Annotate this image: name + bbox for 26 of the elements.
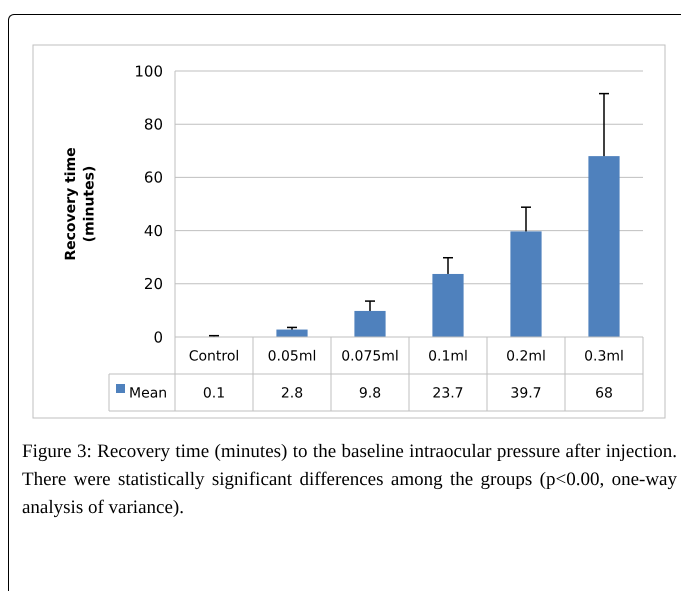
bar: [354, 310, 386, 337]
bar: [588, 156, 620, 337]
x-tick-label: 0.075ml: [341, 348, 399, 364]
x-tick-label: 0.3ml: [584, 348, 624, 364]
legend-label: Mean: [129, 385, 168, 402]
data-label: 68: [595, 385, 613, 402]
y-tick-label: 80: [144, 115, 163, 134]
data-label: 2.8: [280, 385, 304, 402]
x-tick-label: 0.1ml: [428, 348, 468, 364]
x-tick-label: 0.05ml: [268, 348, 316, 364]
bar: [510, 231, 542, 337]
x-tick-label: 0.2ml: [506, 348, 546, 364]
y-tick-label: 20: [144, 275, 163, 294]
y-tick-label: 60: [144, 168, 163, 187]
data-label: 39.7: [510, 385, 542, 402]
bar: [432, 274, 464, 337]
y-axis-title: Recovery time (minutes): [63, 147, 98, 261]
caption: Figure 3: Recovery time (minutes) to the baseline intraocular pressure after injection. There were statistically significant differences among the groups (p<0.00, one-way analysis of variance).: [22, 440, 677, 520]
data-label: 23.7: [432, 385, 464, 402]
data-label: 9.8: [358, 385, 382, 402]
x-tick-label: Control: [188, 348, 240, 364]
data-label: 0.1: [202, 385, 226, 402]
bar: [276, 330, 308, 337]
y-tick-label: 40: [144, 222, 163, 240]
y-tick-label: 0: [153, 328, 163, 346]
y-tick-label: 100: [134, 62, 163, 80]
